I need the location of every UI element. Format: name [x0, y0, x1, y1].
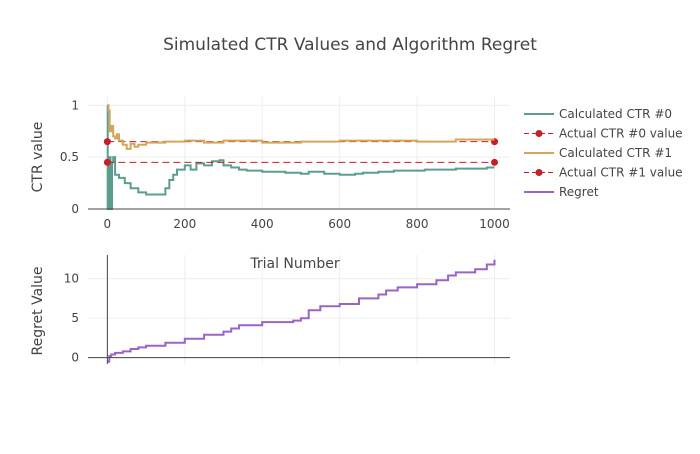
top-y-tick-label: 0.5 [60, 150, 79, 164]
bottom-axes: 0 5 10 [64, 255, 510, 365]
top-series-0-line [106, 104, 495, 210]
chart-title: Simulated CTR Values and Algorithm Regre… [163, 35, 537, 55]
top-series-2-line [107, 104, 495, 150]
top-series-3-marker [103, 158, 111, 166]
legend-swatch-marker [535, 169, 543, 176]
legend-entry-label: Calculated CTR #1 [559, 146, 672, 160]
top-axes: 0 200 400 600 800 1000 0 0.5 1 [60, 98, 510, 231]
bottom-series-group [107, 259, 496, 363]
bottom-series-0-line [107, 259, 496, 363]
top-x-tick-label: 0 [104, 217, 112, 231]
legend-entry-label: Regret [559, 185, 599, 199]
legend: Calculated CTR #0 Actual CTR #0 value Calc… [524, 107, 683, 199]
top-y-tick-label: 0 [71, 202, 79, 216]
top-y-axis-label: CTR value [30, 122, 46, 193]
top-x-tick-label: 200 [173, 217, 196, 231]
bottom-gridlines [88, 255, 510, 364]
legend-entry-label: Calculated CTR #0 [559, 107, 672, 121]
legend-entry-label: Actual CTR #1 value [559, 166, 683, 180]
top-series-1-marker [103, 138, 111, 146]
top-x-tick-label: 600 [328, 217, 351, 231]
top-x-tick-label: 800 [406, 217, 429, 231]
legend-entry-label: Actual CTR #0 value [559, 127, 683, 141]
bottom-y-tick-label: 10 [64, 272, 79, 286]
top-gridlines [88, 97, 510, 210]
top-series-3-marker [491, 158, 499, 166]
top-x-tick-label: 1000 [479, 217, 510, 231]
top-series-group [103, 104, 499, 210]
bottom-y-axis-label: Regret Value [30, 266, 46, 355]
bottom-y-tick-label: 5 [71, 311, 79, 325]
top-y-tick-label: 1 [71, 98, 79, 112]
legend-swatch-marker [535, 130, 543, 137]
top-x-tick-label: 400 [251, 217, 274, 231]
bottom-subplot-title: Trial Number [249, 256, 340, 272]
bottom-y-tick-label: 0 [71, 351, 79, 365]
